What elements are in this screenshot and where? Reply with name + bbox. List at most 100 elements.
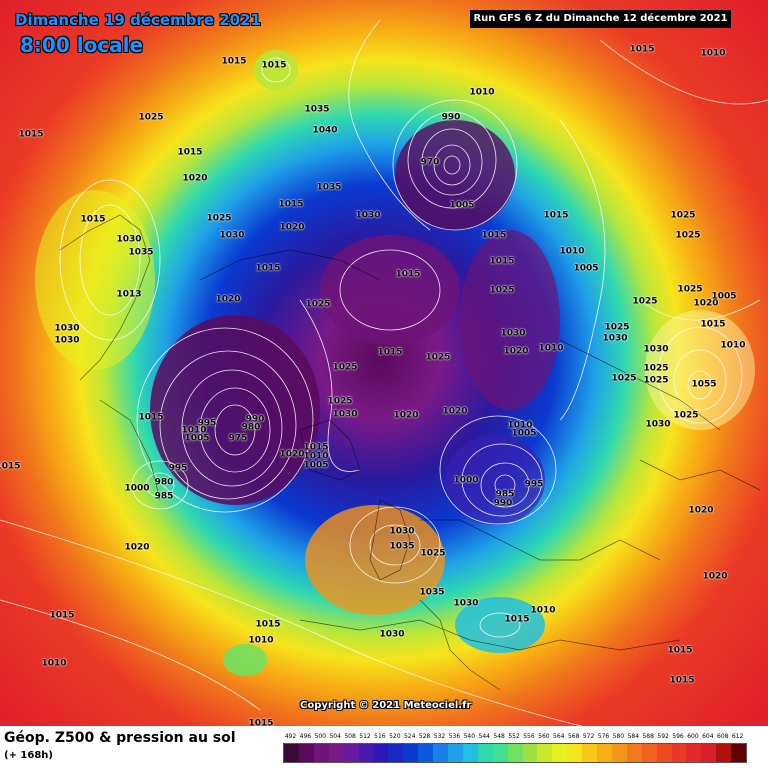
pressure-label: 1015 (667, 645, 693, 656)
forecast-local-time: 8:00 locale (20, 33, 144, 57)
pressure-label: 1015 (395, 269, 421, 280)
legend-footer: Géop. Z500 & pression au sol (+ 168h) 49… (0, 726, 768, 768)
pressure-label: 1030 (379, 629, 405, 640)
scale-value-label: 516 (374, 733, 386, 740)
scale-value-label: 576 (597, 733, 610, 740)
scale-swatch (656, 744, 672, 762)
pressure-label: 1025 (305, 299, 331, 310)
pressure-label: 1025 (425, 352, 451, 363)
scale-swatch (492, 744, 508, 762)
scale-value-label: 572 (582, 733, 595, 740)
pressure-label: 1040 (312, 125, 338, 136)
pressure-label: 1005 (184, 433, 210, 444)
low-core-east (460, 230, 560, 410)
scale-value-label: 520 (389, 733, 401, 740)
pressure-label: 1010 (248, 635, 274, 646)
scale-value-label: 604 (702, 733, 714, 740)
pressure-label: 1020 (688, 505, 714, 516)
pressure-label: 1010 (181, 425, 207, 436)
scale-value-label: 496 (299, 733, 312, 740)
scale-value-label: 544 (478, 733, 490, 740)
isobar-lines (0, 19, 768, 726)
pressure-label: 1025 (138, 112, 164, 123)
scale-value-label: 592 (657, 733, 669, 740)
scale-value-label: 612 (731, 733, 744, 740)
pressure-label: 1015 (504, 614, 530, 625)
scale-value-label: 588 (642, 733, 654, 740)
pressure-label: 970 (420, 157, 440, 168)
pressure-label: 1015 (261, 60, 287, 71)
scale-swatch (537, 744, 553, 762)
scale-value-label: 492 (284, 733, 297, 740)
scale-swatch (403, 744, 419, 762)
pressure-label: 1025 (643, 375, 669, 386)
forecast-step: (+ 168h) (4, 750, 53, 761)
cutoff-low-mediterranean (455, 597, 545, 653)
low-core-siberia (395, 120, 515, 230)
pressure-label: 1025 (332, 362, 358, 373)
pressure-label: 1020 (215, 294, 241, 305)
scale-swatch (328, 744, 344, 762)
color-scale-labels: 492 496 500 504 508 512 516 520 524 528 532 536 540 5… (283, 732, 745, 742)
pressure-label: 1020 (442, 406, 468, 417)
pressure-label: 1010 (559, 246, 585, 257)
scale-value-label: 504 (329, 733, 341, 740)
pressure-label: 1015 (221, 56, 247, 67)
scale-value-label: 560 (538, 733, 550, 740)
pressure-label: 985 (154, 491, 174, 502)
pressure-label: 1005 (573, 263, 599, 274)
pressure-label: 1035 (304, 104, 330, 115)
forecast-date: Dimanche 19 décembre 2021 (15, 11, 261, 29)
pressure-label: 1015 (0, 461, 21, 472)
pressure-label: 1015 (629, 44, 655, 55)
pressure-label: 1030 (602, 333, 628, 344)
pressure-label: 1015 (377, 347, 403, 358)
scale-swatch (447, 744, 463, 762)
pressure-label: 1015 (255, 619, 281, 630)
scale-value-label: 508 (344, 733, 356, 740)
pressure-label: 980 (241, 422, 261, 433)
pressure-label: 995 (524, 479, 544, 490)
product-title: Géop. Z500 & pression au sol (4, 730, 236, 746)
pressure-label: 1005 (449, 200, 475, 211)
pressure-label: 1013 (116, 289, 142, 300)
low-core-north-atlantic (150, 315, 320, 505)
pressure-label: 1015 (177, 147, 203, 158)
scale-value-label: 532 (433, 733, 446, 740)
pressure-label: 1025 (677, 284, 703, 295)
pressure-label: 1010 (507, 420, 533, 431)
pressure-label: 1010 (469, 87, 495, 98)
scale-swatch (716, 744, 732, 762)
scale-value-label: 556 (523, 733, 535, 740)
pressure-label: 1015 (303, 442, 329, 453)
scale-swatch (552, 744, 568, 762)
pressure-label: 1015 (278, 199, 304, 210)
pressure-label: 1035 (419, 587, 445, 598)
pressure-label: 1025 (206, 213, 232, 224)
scale-swatch (373, 744, 389, 762)
pressure-label: 1030 (389, 526, 415, 537)
scale-swatch (433, 744, 448, 762)
scale-value-label: 580 (612, 733, 625, 740)
model-run-info: Run GFS 6 Z du Dimanche 12 décembre 2021 (470, 10, 731, 28)
pressure-label: 1020 (182, 173, 208, 184)
pressure-label: 1025 (327, 396, 353, 407)
scale-swatch (701, 744, 717, 762)
pressure-label: 1015 (543, 210, 569, 221)
scale-swatch (522, 744, 538, 762)
scale-swatch (298, 744, 314, 762)
copyright-notice: Copyright © 2021 Meteociel.fr (300, 700, 472, 711)
pressure-label: 1030 (54, 323, 80, 334)
pressure-label: 1015 (255, 263, 281, 274)
pressure-label: 1025 (604, 322, 630, 333)
pressure-label: 1025 (632, 296, 658, 307)
pressure-label: 1005 (303, 460, 329, 471)
pressure-label: 1025 (420, 548, 446, 559)
isobar-layer (0, 19, 768, 726)
pressure-label: 1030 (453, 598, 479, 609)
scale-value-label: 500 (314, 733, 326, 740)
scale-swatch (626, 744, 642, 762)
pressure-label: 1015 (248, 718, 274, 726)
scale-value-label: 548 (493, 733, 505, 740)
pressure-label: 1020 (702, 571, 728, 582)
